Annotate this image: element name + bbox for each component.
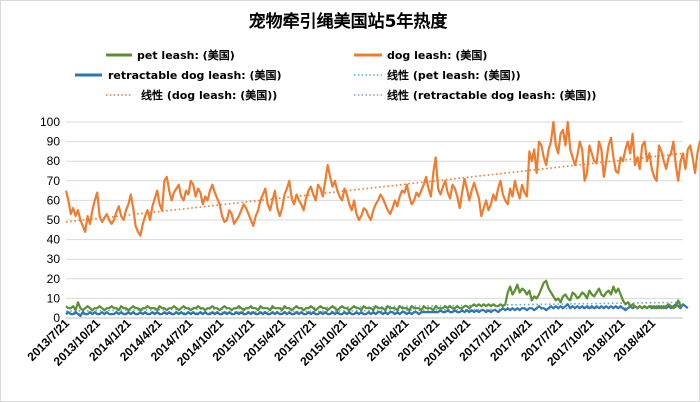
series-line-2 — [65, 303, 689, 318]
legend-label-trend-retractable-dog-leash: 线性 (retractable dog leash: (美国)) — [387, 88, 596, 102]
series-lines — [64, 120, 700, 318]
y-tick-label: 100 — [40, 115, 60, 129]
legend-label-trend-pet-leash: 线性 (pet leash: (美国)) — [387, 68, 521, 82]
y-tick-label: 30 — [47, 252, 61, 266]
y-tick-label: 60 — [47, 193, 61, 207]
y-tick-label: 70 — [47, 174, 61, 188]
legend-label-trend-dog-leash: 线性 (dog leash: (美国)) — [141, 88, 277, 102]
y-tick-label: 80 — [47, 154, 61, 168]
legend-item-trend-pet-leash[interactable]: 线性 (pet leash: (美国)) — [354, 68, 521, 82]
y-tick-label: 0 — [53, 311, 60, 325]
trendline-1 — [65, 152, 684, 223]
legend-item-trend-retractable-dog-leash[interactable]: 线性 (retractable dog leash: (美国)) — [354, 88, 596, 102]
y-axis: 0 10 20 30 40 50 60 70 80 90 100 — [40, 115, 60, 325]
y-tick-label: 20 — [47, 272, 61, 286]
series-line-1 — [64, 120, 700, 237]
trendlines — [65, 152, 684, 315]
y-tick-label: 50 — [47, 213, 61, 227]
y-tick-label: 10 — [47, 291, 61, 305]
legend-label-pet-leash: pet leash: (美国) — [137, 48, 235, 62]
y-tick-label: 90 — [47, 135, 61, 149]
x-axis: 2013/7/212013/10/212014/1/212014/4/21201… — [24, 316, 683, 369]
legend-item-trend-dog-leash[interactable]: 线性 (dog leash: (美国)) — [106, 88, 277, 102]
y-tick-label: 40 — [47, 233, 61, 247]
legend-label-dog-leash: dog leash: (美国) — [387, 48, 487, 62]
legend-item-dog-leash[interactable]: dog leash: (美国) — [354, 48, 487, 62]
chart-title: 宠物牵引绳美国站5年热度 — [249, 11, 449, 32]
series-line-0 — [65, 279, 684, 312]
legend-item-pet-leash[interactable]: pet leash: (美国) — [106, 48, 235, 62]
legend-item-retractable-dog-leash[interactable]: retractable dog leash: (美国) — [75, 68, 282, 82]
legend-label-retractable-dog-leash: retractable dog leash: (美国) — [108, 68, 282, 82]
legend: pet leash: (美国) dog leash: (美国) retracta… — [75, 48, 596, 102]
